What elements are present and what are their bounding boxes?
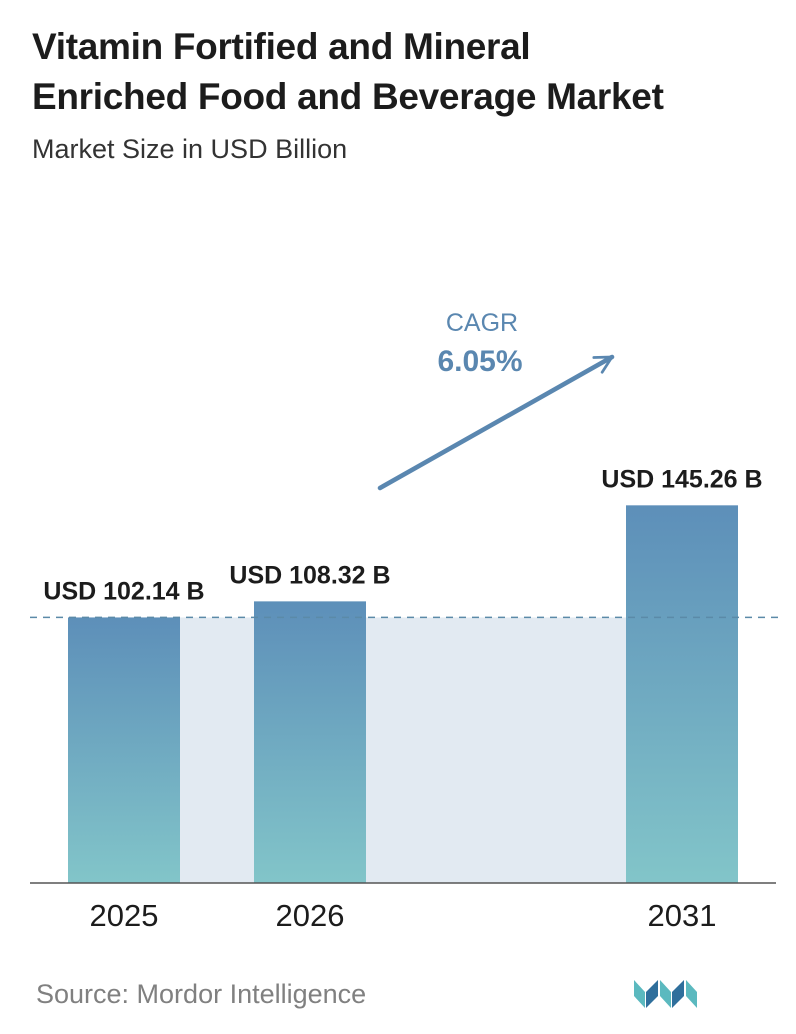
comparison-band-layer	[180, 617, 626, 883]
x-tick-labels-layer: 2025 2026 2031	[90, 898, 717, 933]
bar-2026	[254, 601, 366, 883]
comparison-band	[180, 617, 254, 883]
x-tick-label: 2026	[276, 898, 345, 933]
cagr-label: CAGR	[446, 309, 518, 337]
x-tick-label: 2031	[648, 898, 717, 933]
value-labels-layer: USD 102.14 B USD 108.32 B USD 145.26 B	[43, 465, 762, 605]
x-tick-label: 2025	[90, 898, 159, 933]
chart-title-line-1: Vitamin Fortified and Mineral	[32, 26, 531, 67]
bar-2025	[68, 617, 180, 883]
cagr-arrow-icon	[377, 354, 615, 491]
comparison-band	[366, 617, 626, 883]
bar-2031	[626, 505, 738, 883]
value-label: USD 102.14 B	[43, 577, 204, 605]
mordor-intelligence-logo-icon	[634, 980, 697, 1008]
bar-chart: USD 102.14 B USD 108.32 B USD 145.26 B 202…	[30, 309, 780, 933]
chart-title: Vitamin Fortified and Mineral Enriched F…	[32, 22, 772, 122]
chart-subtitle: Market Size in USD Billion	[32, 134, 348, 164]
value-label: USD 145.26 B	[601, 465, 762, 493]
value-label: USD 108.32 B	[229, 561, 390, 589]
chart-title-line-2: Enriched Food and Beverage Market	[32, 76, 664, 117]
bars-layer	[68, 505, 738, 883]
cagr-value: 6.05%	[437, 345, 522, 378]
source-text: Source: Mordor Intelligence	[36, 979, 367, 1009]
